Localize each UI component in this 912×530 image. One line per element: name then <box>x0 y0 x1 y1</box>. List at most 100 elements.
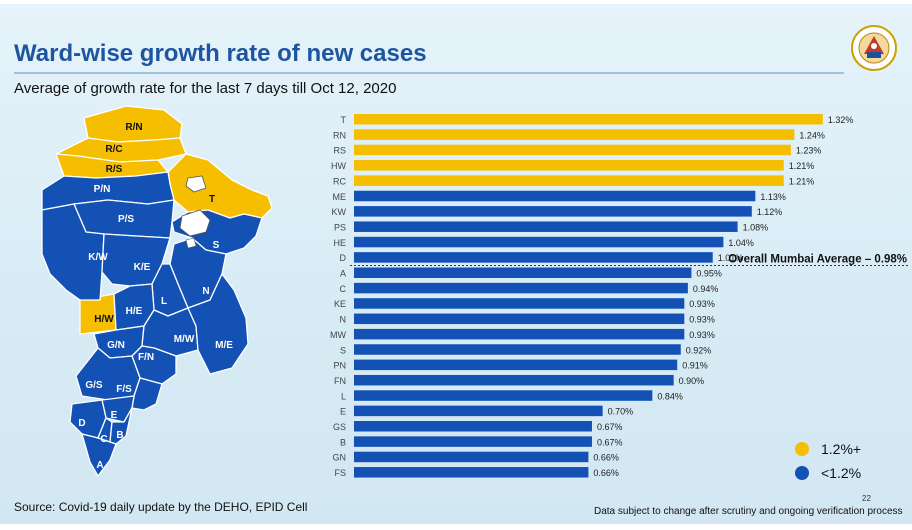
map-label-mw: M/W <box>174 334 195 345</box>
bar-gn <box>354 451 589 463</box>
map-label-rn: R/N <box>125 122 142 133</box>
category-label-t: T <box>341 115 347 125</box>
category-label-c: C <box>340 284 347 294</box>
value-label-he: 1.04% <box>728 238 754 248</box>
map-label-l: L <box>161 296 167 307</box>
bar-mw <box>354 328 685 340</box>
map-label-e: E <box>111 410 118 421</box>
bar-hw <box>354 160 784 171</box>
category-label-fs: FS <box>334 468 346 478</box>
bar-n <box>354 313 685 325</box>
map-label-fs: F/S <box>116 384 132 395</box>
map-label-pn: P/N <box>94 184 111 195</box>
ward-mw <box>141 307 199 357</box>
category-label-s: S <box>340 345 346 355</box>
chart-legend: 1.2%+ <1.2% <box>795 438 861 486</box>
municipal-seal-icon <box>851 25 897 71</box>
value-label-me: 1.13% <box>760 192 786 202</box>
average-label: Overall Mumbai Average – 0.98% <box>728 254 907 266</box>
growth-rate-bar-chart: T 1.32% RN 1.24% RS 1.23% HW 1.21% RC 1.21% ME 1.13… <box>330 114 910 478</box>
page-subtitle: Average of growth rate for the last 7 da… <box>14 80 397 97</box>
bar-d <box>354 252 713 263</box>
map-label-b: B <box>116 430 123 441</box>
value-label-s: 0.92% <box>686 345 712 355</box>
value-label-gn: 0.66% <box>593 453 619 463</box>
legend-item-low: <1.2% <box>795 462 861 484</box>
value-label-rs: 1.23% <box>796 146 822 156</box>
ward-t <box>167 153 273 219</box>
value-label-rc: 1.21% <box>789 176 815 186</box>
bar-fn <box>354 374 674 386</box>
legend-item-high: 1.2%+ <box>795 438 861 460</box>
map-label-n: N <box>202 286 209 297</box>
map-label-gs: G/S <box>85 380 103 391</box>
bar-pn <box>354 359 678 371</box>
category-label-rs: RS <box>333 146 346 156</box>
bar-l <box>354 390 653 401</box>
map-label-c: C <box>100 434 107 445</box>
map-label-kw: K/W <box>88 252 108 263</box>
ward-kw <box>41 203 105 301</box>
value-label-d: 1.01% <box>718 253 744 263</box>
map-label-ke: K/E <box>134 262 151 273</box>
category-label-gn: GN <box>333 453 347 463</box>
category-label-ps: PS <box>334 222 346 232</box>
map-label-a: A <box>96 460 103 471</box>
bar-kw <box>354 206 752 217</box>
category-label-b: B <box>340 437 346 447</box>
category-label-rn: RN <box>333 130 346 140</box>
category-label-gs: GS <box>333 422 346 432</box>
map-label-he: H/E <box>126 306 143 317</box>
category-label-pn: PN <box>333 361 346 371</box>
value-label-l: 0.84% <box>657 391 683 401</box>
value-label-e: 0.70% <box>608 407 634 417</box>
bar-rn <box>354 129 795 140</box>
category-label-a: A <box>340 269 346 279</box>
value-label-hw: 1.21% <box>789 161 815 171</box>
bar-s <box>354 344 681 355</box>
bar-t <box>354 114 823 125</box>
ward-a <box>81 433 117 477</box>
bar-c <box>354 282 688 294</box>
title-divider <box>14 72 844 74</box>
map-label-me: M/E <box>215 340 233 351</box>
value-label-fs: 0.66% <box>593 468 619 478</box>
category-label-e: E <box>340 407 346 417</box>
category-label-he: HE <box>333 238 346 248</box>
value-label-pn: 0.91% <box>682 361 708 371</box>
map-label-ps: P/S <box>118 214 134 225</box>
map-label-hw: H/W <box>94 314 114 325</box>
bar-rs <box>354 144 791 156</box>
bar-rc <box>354 175 784 186</box>
category-label-kw: KW <box>332 207 347 217</box>
bar-gs <box>354 421 592 432</box>
page-title: Ward-wise growth rate of new cases <box>14 40 427 67</box>
ward-map: R/N R/C R/S P/N T P/S S K/W K/E N L H/W … <box>41 105 273 477</box>
lake-icon <box>185 175 207 193</box>
category-label-fn: FN <box>334 376 346 386</box>
source-note: Source: Covid-19 daily update by the DEH… <box>14 500 308 514</box>
map-label-fn: F/N <box>138 352 154 363</box>
map-label-rc: R/C <box>105 144 122 155</box>
value-label-fn: 0.90% <box>679 376 705 386</box>
legend-dot-yellow <box>795 442 809 456</box>
category-label-n: N <box>340 315 347 325</box>
category-label-l: L <box>341 391 346 401</box>
bar-ps <box>354 221 738 232</box>
category-label-d: D <box>340 253 347 263</box>
value-label-rn: 1.24% <box>799 130 825 140</box>
bar-me <box>354 190 756 202</box>
value-label-ps: 1.08% <box>743 222 769 232</box>
legend-dot-blue <box>795 466 809 480</box>
value-label-kw: 1.12% <box>757 207 783 217</box>
ward-me <box>187 273 249 375</box>
value-label-mw: 0.93% <box>689 330 715 340</box>
map-label-s: S <box>213 240 220 251</box>
legend-label-high: 1.2%+ <box>821 441 862 457</box>
category-label-me: ME <box>333 192 347 202</box>
category-label-hw: HW <box>331 161 346 171</box>
map-label-t: T <box>209 194 215 205</box>
bar-b <box>354 436 592 447</box>
map-label-gn: G/N <box>107 340 125 351</box>
bar-ke <box>354 298 685 309</box>
